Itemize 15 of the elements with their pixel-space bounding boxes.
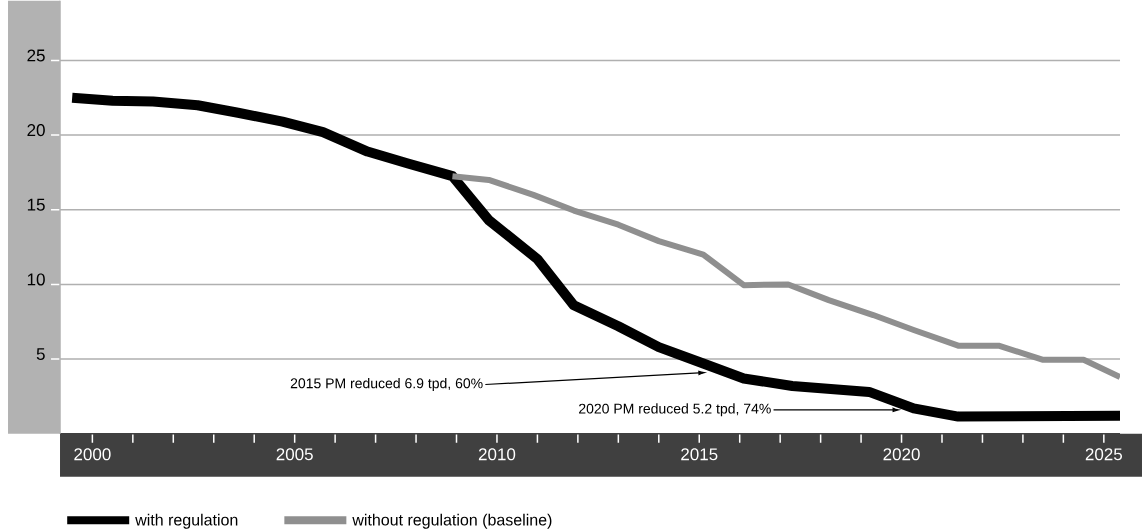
- y-tick-label: 10: [27, 273, 45, 286]
- x-tick-label: 2005: [276, 448, 313, 461]
- y-tick-label: 5: [36, 348, 45, 361]
- y-tick-label: 25: [27, 49, 45, 62]
- legend-label: without regulation (baseline): [352, 513, 552, 529]
- x-tick-label: 2015: [681, 448, 718, 461]
- x-tick-label: 2000: [74, 448, 111, 461]
- y-tick-label: 20: [27, 124, 45, 137]
- x-tick-label: 2020: [883, 448, 920, 461]
- x-tick-label: 2025: [1085, 448, 1123, 461]
- annotation: 2015 PM reduced 6.9 tpd, 60%: [290, 378, 483, 392]
- y-tick-label: 15: [27, 198, 45, 211]
- legend-label: with regulation: [135, 513, 238, 529]
- x-tick-label: 2010: [478, 448, 516, 461]
- annotation: 2020 PM reduced 5.2 tpd, 74%: [579, 403, 771, 417]
